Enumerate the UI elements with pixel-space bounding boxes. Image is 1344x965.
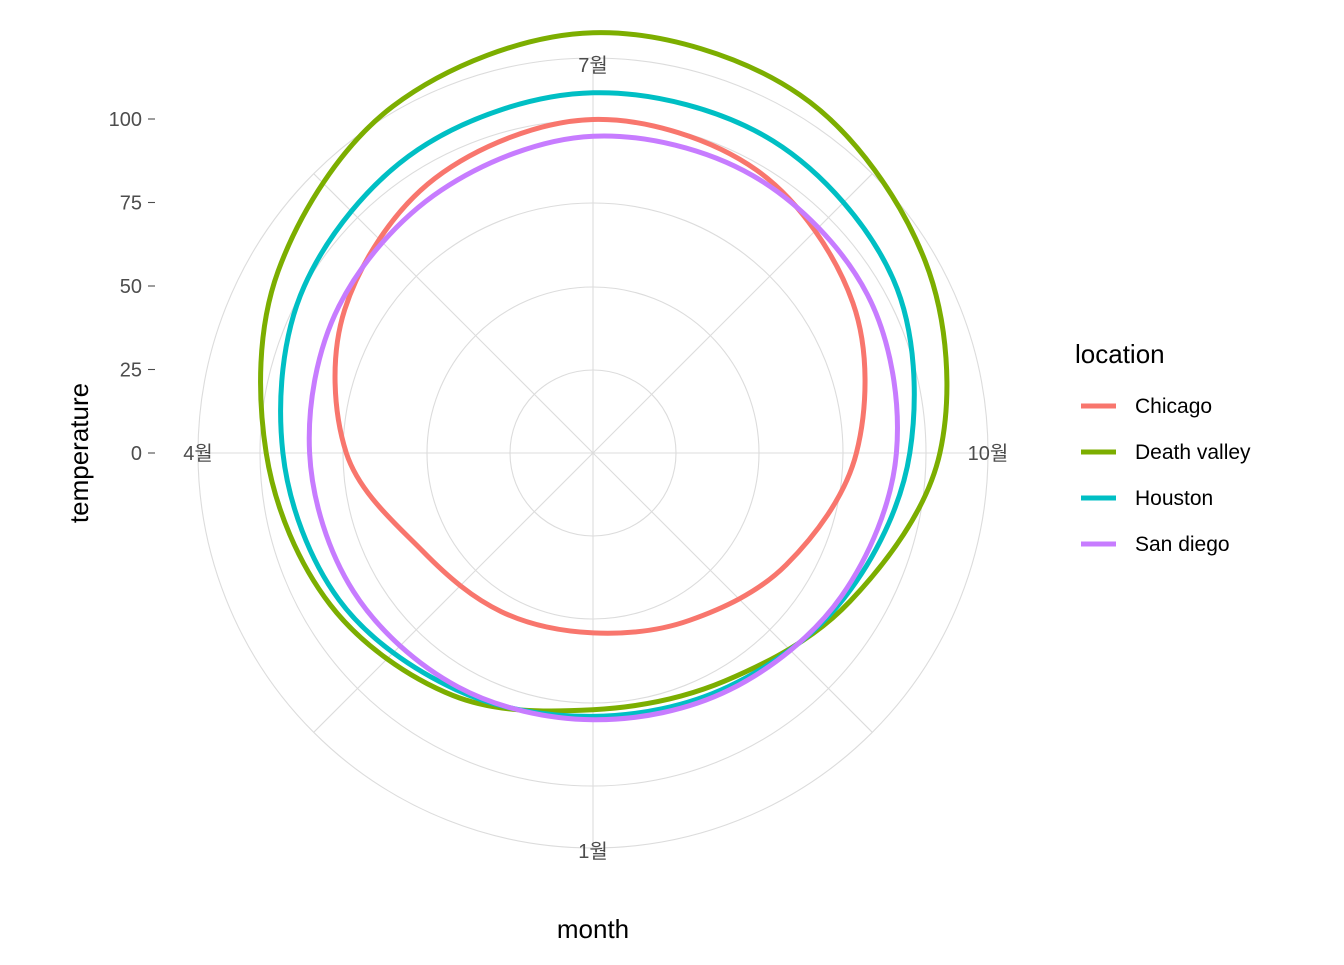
month-tick-label: 1월 — [578, 840, 608, 863]
grid-spoke — [313, 173, 594, 454]
axes: month temperature 1월 4월 7월 10월 0 25 50 75 100 — [64, 54, 1008, 944]
x-axis-title: month — [557, 914, 629, 944]
legend-title: location — [1075, 339, 1165, 369]
grid-spoke — [592, 452, 873, 733]
y-tick-label: 75 — [120, 193, 142, 215]
series-line-chicago — [332, 116, 868, 636]
month-tick-label: 10월 — [968, 442, 1009, 465]
y-tick-label: 50 — [120, 276, 142, 298]
legend-label-chicago: Chicago — [1135, 395, 1212, 418]
legend-label-death-valley: Death valley — [1135, 441, 1251, 464]
series-lines — [258, 30, 950, 723]
legend-label-san-diego: San diego — [1135, 533, 1230, 556]
y-tick-label: 0 — [131, 443, 142, 465]
month-tick-label: 7월 — [578, 54, 608, 77]
panel-grid — [197, 57, 989, 849]
y-tick-label: 25 — [120, 360, 142, 382]
series-line-death-valley — [258, 30, 950, 714]
legend: location Chicago Death valley Houston San d… — [1075, 339, 1251, 556]
grid-spoke — [592, 173, 873, 454]
legend-label-houston: Houston — [1135, 487, 1213, 510]
month-tick-label: 4월 — [183, 442, 213, 465]
grid-spoke — [313, 452, 594, 733]
y-tick-label: 100 — [109, 109, 142, 131]
series-line-san-diego — [306, 133, 900, 723]
series-line-houston — [278, 90, 917, 719]
y-axis-title: temperature — [64, 383, 94, 523]
